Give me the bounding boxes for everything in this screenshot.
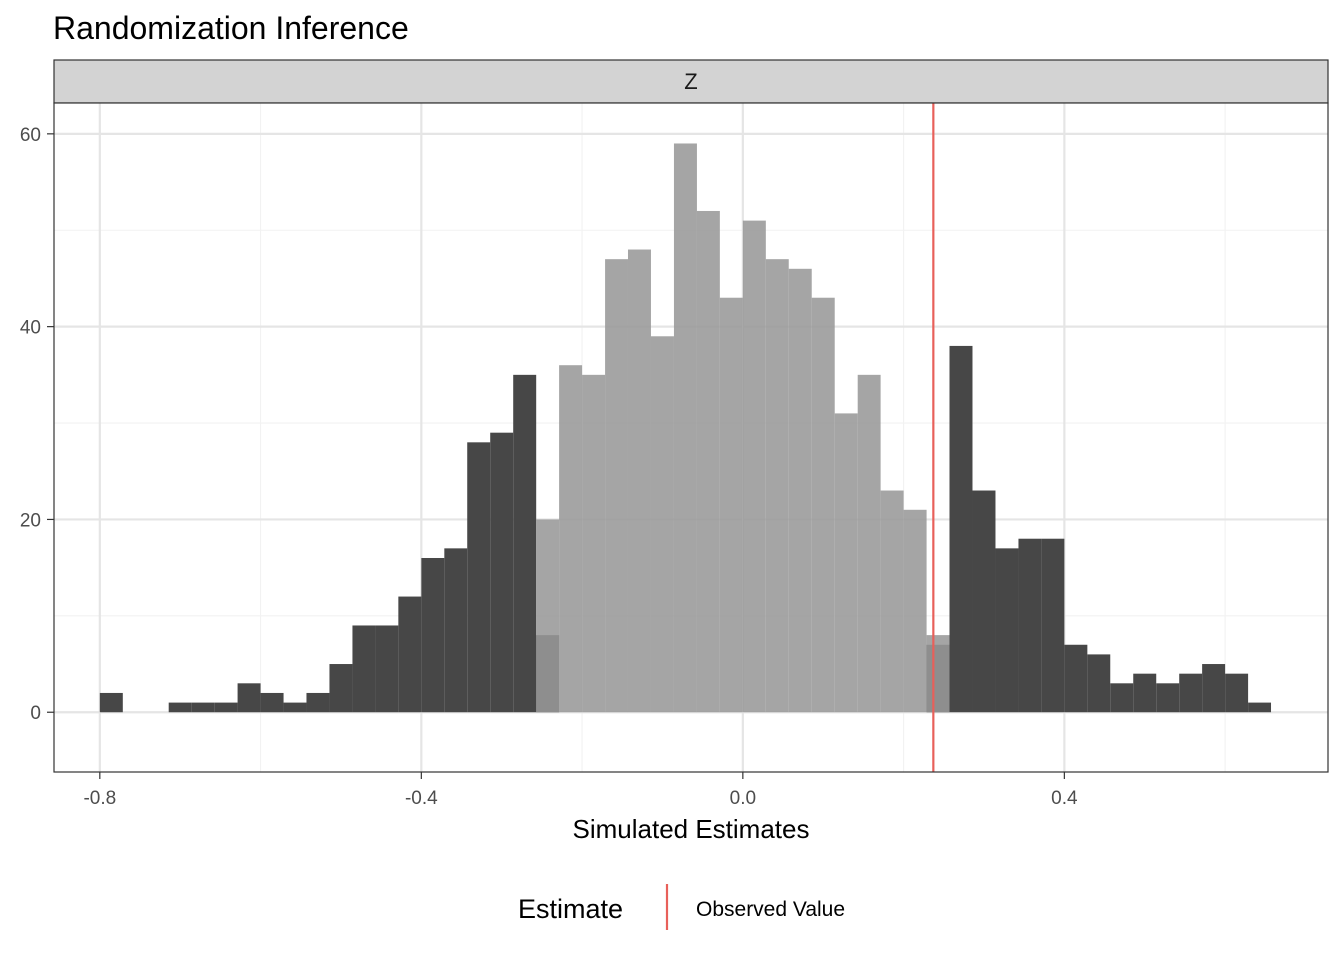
- histogram-bar: [168, 702, 192, 713]
- histogram-bar: [513, 374, 537, 713]
- histogram-bar: [260, 692, 284, 713]
- histogram-bar: [467, 442, 491, 713]
- histogram-bar: [834, 413, 858, 713]
- histogram-bar: [811, 297, 835, 713]
- histogram-bar: [1156, 683, 1180, 713]
- histogram-bar: [582, 374, 606, 713]
- histogram-bar: [765, 259, 789, 713]
- histogram-bar: [398, 596, 422, 713]
- legend: Estimate Observed Value: [518, 884, 845, 930]
- histogram-bar: [880, 490, 904, 713]
- histogram-bar: [972, 490, 996, 713]
- y-tick-label: 20: [20, 510, 41, 531]
- x-axis: -0.8 -0.4 0.0 0.4: [83, 772, 1078, 809]
- histogram-bar: [559, 365, 583, 713]
- x-tick-label: -0.8: [83, 788, 116, 809]
- histogram-bar: [375, 625, 399, 713]
- histogram-bar: [329, 664, 353, 713]
- histogram-bar: [1225, 673, 1249, 713]
- legend-label: Observed Value: [696, 898, 845, 921]
- histogram-bar: [605, 259, 628, 713]
- x-tick-label: 0.4: [1051, 788, 1078, 809]
- histogram-bar: [1202, 664, 1226, 713]
- histogram-bar: [650, 336, 674, 713]
- histogram-bar: [1087, 654, 1111, 713]
- histogram-bar: [99, 692, 123, 713]
- x-tick-label: -0.4: [405, 788, 438, 809]
- histogram-bar: [673, 143, 697, 713]
- y-axis: 0 20 40 60: [20, 125, 54, 724]
- histogram-bar: [237, 683, 261, 713]
- histogram-bar: [1179, 673, 1203, 713]
- histogram-bar: [995, 548, 1019, 713]
- x-axis-title: Simulated Estimates: [573, 814, 810, 844]
- x-tick-label: 0.0: [730, 788, 756, 809]
- facet-label: Z: [684, 69, 697, 94]
- histogram-bar: [949, 345, 973, 713]
- y-tick-label: 0: [30, 703, 41, 724]
- histogram-bar: [283, 702, 307, 713]
- y-tick-label: 60: [20, 125, 41, 146]
- histogram-bar: [1133, 673, 1157, 713]
- facet-strip: [53, 59, 1329, 104]
- histogram-bar: [857, 374, 881, 713]
- histogram-bar: [903, 509, 927, 713]
- histogram-bar: [490, 432, 514, 713]
- histogram-bar: [1018, 538, 1042, 713]
- histogram-bar: [214, 702, 238, 713]
- histogram-bar: [926, 635, 950, 713]
- chart-title: Randomization Inference: [53, 10, 409, 46]
- histogram-bar: [1110, 683, 1134, 713]
- histogram-bar: [788, 268, 812, 713]
- histogram-bar: [352, 625, 376, 713]
- y-tick-label: 40: [20, 318, 41, 339]
- bars-inside-interval: [536, 143, 950, 713]
- histogram-bar: [627, 249, 651, 713]
- histogram-bar: [421, 557, 445, 713]
- histogram-bar: [191, 702, 215, 713]
- histogram-bar: [1064, 644, 1088, 713]
- histogram-bar: [1248, 702, 1272, 713]
- panel-border: [53, 102, 1329, 773]
- histogram-bar: [306, 692, 330, 713]
- histogram-bar: [719, 297, 743, 713]
- histogram-bar: [742, 220, 766, 713]
- histogram-bar: [536, 519, 560, 713]
- histogram-bar: [444, 548, 468, 713]
- histogram-bar: [1041, 538, 1065, 713]
- histogram-bar: [696, 210, 720, 713]
- legend-title: Estimate: [518, 894, 623, 924]
